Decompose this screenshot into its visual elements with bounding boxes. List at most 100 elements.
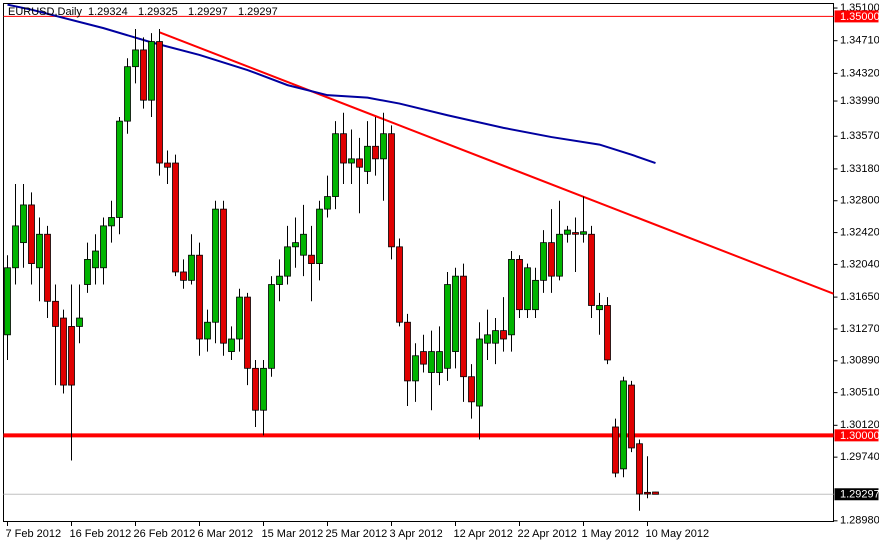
candle-body bbox=[540, 242, 547, 281]
x-tick-label: 15 Mar 2012 bbox=[262, 528, 324, 540]
candle-body bbox=[52, 300, 59, 327]
candle-body bbox=[260, 367, 267, 411]
candle-body bbox=[628, 384, 635, 449]
candle-body bbox=[68, 326, 75, 386]
x-tick-label: 16 Feb 2012 bbox=[70, 528, 132, 540]
bid-label-box bbox=[834, 488, 879, 501]
x-tick-label: 26 Feb 2012 bbox=[134, 528, 196, 540]
candle-body bbox=[508, 258, 515, 336]
y-tick-label: 1.28980 bbox=[840, 515, 879, 527]
candle-body bbox=[564, 229, 571, 235]
candle-body bbox=[356, 158, 363, 168]
candle-body bbox=[612, 426, 619, 474]
y-tick-label: 1.33990 bbox=[840, 95, 879, 107]
candle-body bbox=[116, 120, 123, 218]
x-tick-label: 6 Mar 2012 bbox=[198, 528, 254, 540]
candle-body bbox=[428, 351, 435, 373]
candle-body bbox=[236, 296, 243, 340]
candle-body bbox=[620, 380, 627, 470]
candle-body bbox=[452, 275, 459, 352]
candle-body bbox=[572, 232, 579, 235]
candle-body bbox=[476, 338, 483, 407]
header-value: 1.29297 bbox=[188, 6, 228, 18]
y-tick-label: 1.30120 bbox=[840, 419, 879, 431]
candle-body bbox=[380, 133, 387, 160]
candle-body bbox=[172, 162, 179, 273]
candle-body bbox=[532, 279, 539, 311]
candle-body bbox=[148, 41, 155, 101]
y-tick-label: 1.33180 bbox=[840, 163, 879, 175]
candle-body bbox=[212, 208, 219, 323]
candle-body bbox=[124, 66, 131, 122]
x-tick-label: 22 Apr 2012 bbox=[518, 528, 577, 540]
candle-body bbox=[140, 49, 147, 101]
y-tick-label: 1.32040 bbox=[840, 258, 879, 270]
candle-body bbox=[556, 233, 563, 277]
candle-body bbox=[44, 233, 51, 302]
candle-body bbox=[340, 133, 347, 164]
bid-label: 1.29297 bbox=[840, 489, 879, 501]
y-tick-label: 1.30510 bbox=[840, 387, 879, 399]
candle-body bbox=[284, 246, 291, 277]
candle-body bbox=[188, 254, 195, 281]
candle-body bbox=[636, 443, 643, 495]
header-value: 1.29325 bbox=[138, 6, 178, 18]
candle-body bbox=[60, 317, 67, 386]
candle-body bbox=[12, 225, 19, 269]
candle-body bbox=[108, 217, 115, 227]
price-label-box bbox=[834, 429, 879, 442]
symbol: EURUSD,Daily bbox=[8, 6, 82, 18]
candle-body bbox=[420, 351, 427, 365]
candle-body bbox=[500, 330, 507, 340]
candle-body bbox=[268, 284, 275, 369]
candle-body bbox=[652, 491, 659, 495]
header-value: 1.29297 bbox=[238, 6, 278, 18]
candle-body bbox=[388, 133, 395, 248]
candle-body bbox=[412, 355, 419, 382]
candle-body bbox=[300, 233, 307, 256]
x-tick-label: 25 Mar 2012 bbox=[326, 528, 388, 540]
y-tick-label: 1.32800 bbox=[840, 195, 879, 207]
candle-body bbox=[28, 204, 35, 264]
candle-body bbox=[492, 330, 499, 344]
candle-body bbox=[364, 145, 371, 172]
x-tick-label: 12 Apr 2012 bbox=[454, 528, 513, 540]
candle-body bbox=[588, 233, 595, 306]
candle-body bbox=[348, 158, 355, 164]
candle-body bbox=[316, 208, 323, 264]
candle-body bbox=[324, 196, 331, 210]
y-tick-label: 1.33570 bbox=[840, 130, 879, 142]
candle-body bbox=[404, 321, 411, 382]
candle-body bbox=[604, 305, 611, 361]
candle-body bbox=[276, 275, 283, 285]
price-label: 1.30000 bbox=[840, 430, 879, 442]
y-tick-label: 1.31650 bbox=[840, 291, 879, 303]
candle-body bbox=[516, 258, 523, 311]
x-tick-label: 3 Apr 2012 bbox=[390, 528, 443, 540]
moving-average bbox=[7, 4, 656, 164]
y-tick-label: 1.31270 bbox=[840, 323, 879, 335]
candle-body bbox=[92, 250, 99, 269]
candle-body bbox=[196, 254, 203, 340]
x-tick-label: 10 May 2012 bbox=[646, 528, 710, 540]
candle-body bbox=[396, 246, 403, 323]
candle-body bbox=[372, 145, 379, 160]
candle-body bbox=[596, 305, 603, 311]
candle-body bbox=[524, 267, 531, 311]
candle-body bbox=[292, 242, 299, 248]
y-tick-label: 1.30890 bbox=[840, 355, 879, 367]
candle-body bbox=[252, 367, 259, 411]
candle-body bbox=[484, 334, 491, 344]
y-tick-label: 1.29740 bbox=[840, 451, 879, 463]
candle-body bbox=[76, 317, 83, 327]
candle-body bbox=[548, 242, 555, 277]
candle-body bbox=[100, 225, 107, 269]
y-tick-label: 1.34710 bbox=[840, 35, 879, 47]
candle-body bbox=[436, 351, 443, 373]
candle-body bbox=[220, 208, 227, 344]
candle-body bbox=[644, 491, 651, 495]
candle-body bbox=[468, 376, 475, 403]
candle-body bbox=[332, 133, 339, 197]
trendline bbox=[159, 31, 834, 295]
